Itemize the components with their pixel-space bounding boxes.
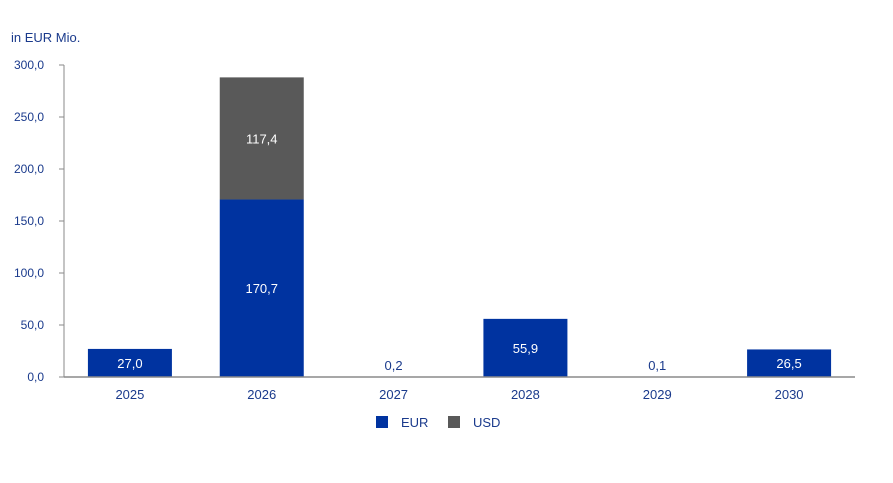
x-axis-tick-labels: 2025 2026 2027 2028 2029 2030 [115, 387, 803, 402]
x-tick-label: 2029 [643, 387, 672, 402]
legend-swatch-eur [376, 416, 388, 428]
x-tick-label: 2026 [247, 387, 276, 402]
y-axis-unit-label: in EUR Mio. [11, 30, 80, 45]
data-label-eur-2027: 0,2 [385, 358, 403, 373]
x-tick-label: 2027 [379, 387, 408, 402]
data-label-eur-2028: 55,9 [513, 341, 538, 356]
y-tick-label: 300,0 [14, 58, 44, 72]
data-label-eur-2026: 170,7 [245, 281, 278, 296]
y-tick-label: 200,0 [14, 162, 44, 176]
data-label-eur-2030: 26,5 [776, 356, 801, 371]
data-label-usd-2026: 117,4 [246, 131, 278, 146]
legend: EUR USD [376, 415, 500, 430]
data-label-eur-2029: 0,1 [648, 358, 666, 373]
y-tick-label: 250,0 [14, 110, 44, 124]
y-tick-label: 150,0 [14, 214, 44, 228]
x-tick-label: 2030 [775, 387, 804, 402]
bars: 27,0 170,7 117,4 0,2 55,9 0,1 26,5 [88, 77, 831, 377]
y-tick-label: 0,0 [27, 370, 44, 384]
y-tick-label: 50,0 [21, 318, 45, 332]
legend-swatch-usd [448, 416, 460, 428]
y-tick-label: 100,0 [14, 266, 44, 280]
data-label-eur-2025: 27,0 [117, 356, 142, 371]
legend-label-eur: EUR [401, 415, 428, 430]
y-axis-ticks: 0,0 50,0 100,0 150,0 200,0 250,0 300,0 [14, 58, 64, 384]
x-tick-label: 2028 [511, 387, 540, 402]
x-tick-label: 2025 [115, 387, 144, 402]
legend-label-usd: USD [473, 415, 500, 430]
axes [64, 65, 855, 377]
